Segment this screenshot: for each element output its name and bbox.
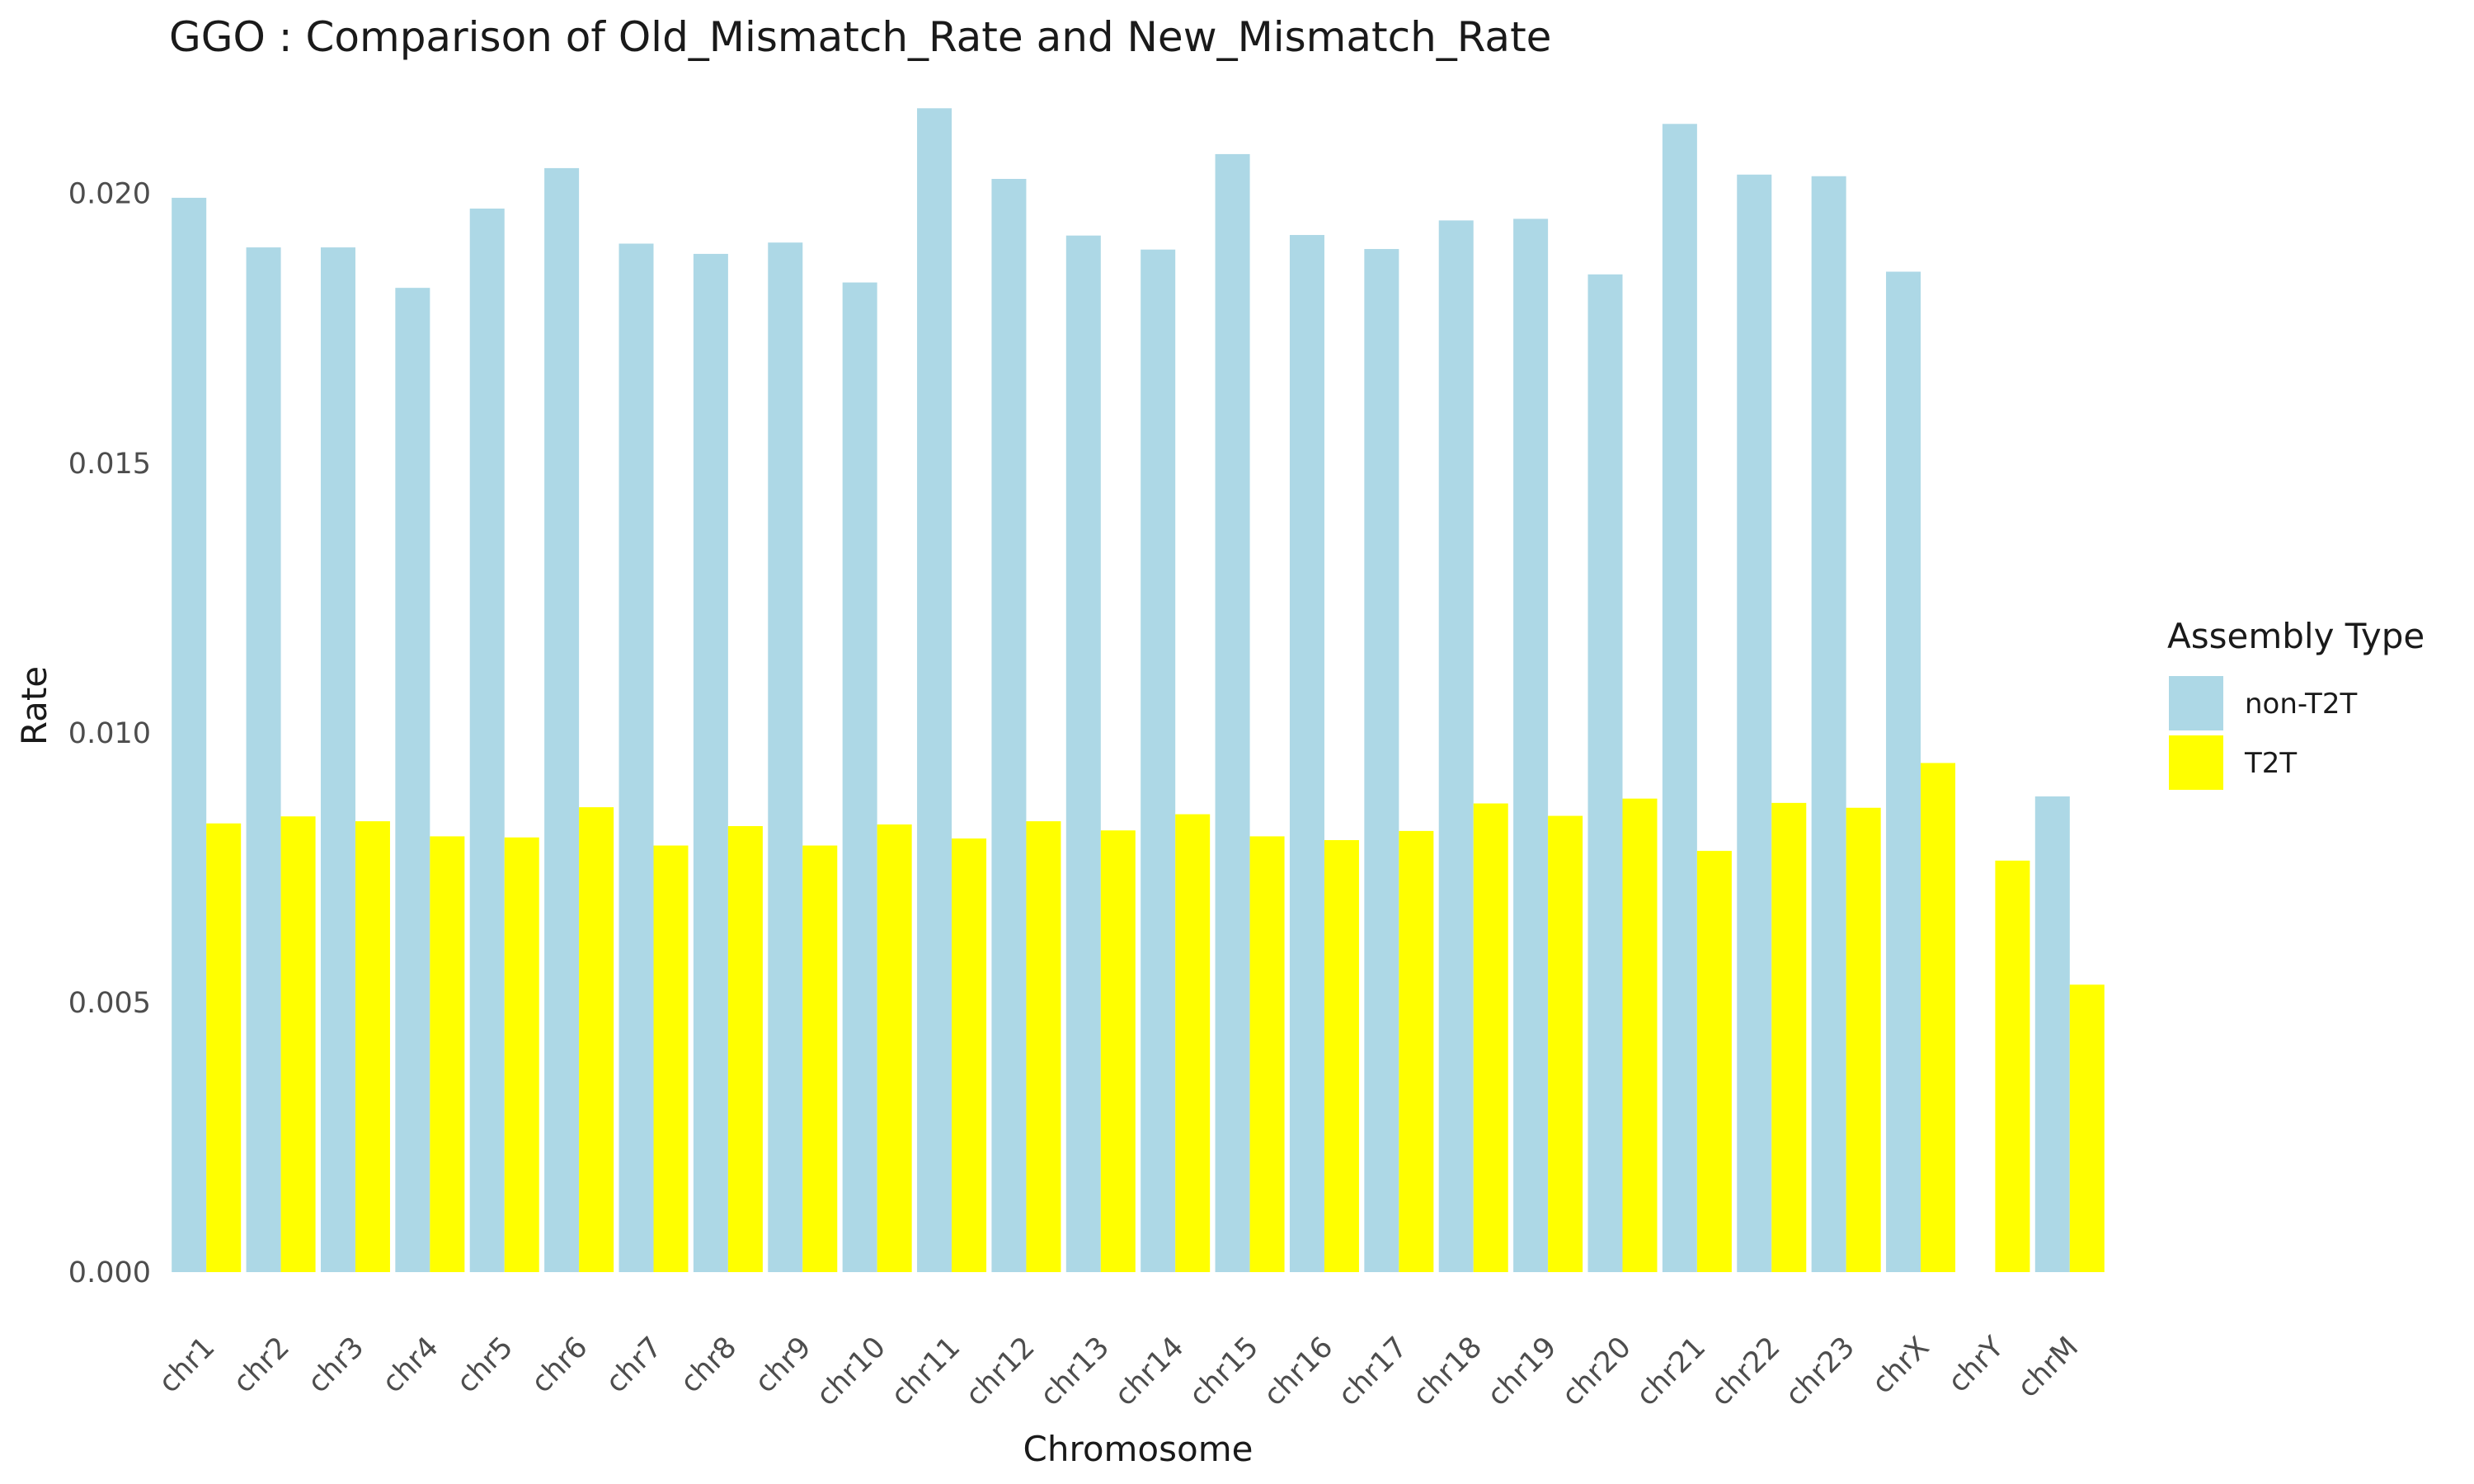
- bar-non-T2T-chr9: [768, 242, 803, 1273]
- x-tick-label: chr7: [600, 1331, 669, 1400]
- bar-T2T-chr4: [430, 836, 465, 1272]
- bar-non-T2T-chr13: [1065, 235, 1101, 1273]
- bar-T2T-chr17: [1399, 830, 1434, 1272]
- legend-title: Assembly Type: [2167, 616, 2425, 656]
- chart-title: GGO : Comparison of Old_Mismatch_Rate an…: [169, 13, 1551, 61]
- x-tick-label: chr8: [675, 1331, 744, 1400]
- bar-non-T2T-chr2: [246, 247, 281, 1272]
- bar-T2T-chr7: [653, 845, 689, 1272]
- x-tick-label: chr10: [811, 1331, 892, 1412]
- x-tick-label: chr17: [1332, 1331, 1413, 1412]
- y-axis-title: Rate: [14, 666, 54, 745]
- x-tick-label: chr19: [1481, 1331, 1563, 1412]
- y-axis-ticks: 0.000 0.005 0.010 0.015 0.020: [68, 178, 151, 1289]
- legend-label: T2T: [2244, 747, 2297, 780]
- bar-T2T-chr21: [1696, 851, 1732, 1272]
- bar-non-T2T-chr21: [1662, 124, 1697, 1272]
- bar-non-T2T-chr15: [1215, 153, 1250, 1273]
- x-tick-label: chr12: [960, 1331, 1042, 1412]
- x-tick-label: chrX: [1866, 1331, 1936, 1401]
- x-tick-label: chr3: [302, 1331, 371, 1400]
- bar-T2T-chr10: [877, 824, 912, 1272]
- bar-non-T2T-chr23: [1811, 176, 1846, 1272]
- legend-items: non-T2T T2T: [2169, 676, 2357, 790]
- y-tick-label: 0.005: [68, 987, 151, 1020]
- x-axis-title: Chromosome: [1023, 1429, 1253, 1469]
- bar-non-T2T-chrM: [2034, 796, 2070, 1272]
- bar-non-T2T-chr5: [469, 208, 505, 1272]
- bar-T2T-chr6: [579, 807, 614, 1272]
- x-tick-label: chr9: [749, 1331, 818, 1400]
- bar-T2T-chr2: [280, 816, 316, 1272]
- bar-T2T-chr1: [206, 823, 242, 1272]
- x-tick-label: chrM: [2011, 1331, 2085, 1404]
- bar-T2T-chr11: [952, 838, 987, 1272]
- x-tick-label: chr4: [376, 1331, 445, 1400]
- x-tick-label: chr13: [1034, 1331, 1116, 1412]
- bar-non-T2T-chr6: [544, 167, 580, 1272]
- bar-non-T2T-chr7: [618, 243, 654, 1273]
- legend: Assembly Type non-T2T T2T: [2167, 616, 2425, 790]
- bar-T2T-chr22: [1771, 802, 1807, 1272]
- bar-non-T2T-chr12: [991, 179, 1027, 1273]
- x-tick-label: chr20: [1556, 1331, 1638, 1412]
- bar-T2T-chr8: [727, 826, 763, 1272]
- bar-T2T-chrY: [1995, 860, 2030, 1272]
- bar-T2T-chr14: [1175, 814, 1211, 1272]
- y-tick-label: 0.020: [68, 178, 151, 211]
- x-tick-label: chr5: [451, 1331, 520, 1400]
- bar-T2T-chr5: [504, 837, 539, 1272]
- x-tick-label: chr14: [1108, 1331, 1190, 1412]
- x-tick-label: chr18: [1407, 1331, 1489, 1412]
- bar-T2T-chr19: [1548, 815, 1583, 1272]
- x-axis-ticks: chr1 chr2 chr3 chr4 chr5 chr6 chr7 chr8 chr9chr1…: [153, 1331, 2085, 1413]
- bar-non-T2T-chr22: [1737, 174, 1772, 1272]
- bar-T2T-chr13: [1100, 830, 1136, 1272]
- x-tick-label: chrY: [1942, 1331, 2011, 1399]
- bar-non-T2T-chr19: [1513, 218, 1549, 1273]
- y-tick-label: 0.000: [68, 1256, 151, 1289]
- x-tick-label: chr22: [1705, 1331, 1786, 1412]
- x-tick-label: chr11: [885, 1331, 967, 1412]
- x-tick-label: chr15: [1183, 1331, 1265, 1412]
- y-tick-label: 0.015: [68, 448, 151, 481]
- bar-T2T-chr18: [1473, 803, 1508, 1272]
- bar-T2T-chr20: [1622, 798, 1658, 1272]
- legend-swatch-T2T: [2169, 735, 2223, 790]
- y-tick-label: 0.010: [68, 717, 151, 750]
- bar-T2T-chr9: [802, 845, 838, 1272]
- bar-non-T2T-chr4: [395, 288, 430, 1272]
- x-tick-label: chr6: [525, 1331, 595, 1400]
- bars: [172, 108, 2105, 1273]
- bar-non-T2T-chr8: [693, 253, 728, 1272]
- x-tick-label: chr23: [1780, 1331, 1861, 1412]
- bar-non-T2T-chr16: [1289, 235, 1324, 1273]
- x-tick-label: chr21: [1630, 1331, 1712, 1412]
- bar-non-T2T-chr11: [917, 108, 952, 1272]
- bar-non-T2T-chr3: [320, 247, 355, 1272]
- bar-non-T2T-chr17: [1364, 249, 1399, 1272]
- bar-non-T2T-chr18: [1438, 220, 1474, 1272]
- x-tick-label: chr16: [1258, 1331, 1339, 1412]
- bar-T2T-chr15: [1249, 836, 1285, 1272]
- bar-T2T-chr3: [355, 821, 390, 1272]
- legend-swatch-non-T2T: [2169, 676, 2223, 730]
- bar-non-T2T-chr10: [842, 282, 877, 1273]
- bar-T2T-chr23: [1846, 807, 1881, 1272]
- bar-non-T2T-chr1: [172, 197, 207, 1272]
- bar-T2T-chrM: [2069, 984, 2105, 1272]
- bar-T2T-chr16: [1324, 840, 1359, 1272]
- bar-non-T2T-chrX: [1886, 271, 1921, 1272]
- x-tick-label: chr2: [227, 1331, 296, 1400]
- bar-T2T-chr12: [1026, 821, 1061, 1272]
- bar-non-T2T-chr20: [1587, 274, 1623, 1273]
- x-tick-label: chr1: [153, 1331, 222, 1400]
- legend-label: non-T2T: [2245, 688, 2357, 721]
- bar-T2T-chrX: [1921, 763, 1956, 1272]
- bar-non-T2T-chr14: [1141, 249, 1176, 1273]
